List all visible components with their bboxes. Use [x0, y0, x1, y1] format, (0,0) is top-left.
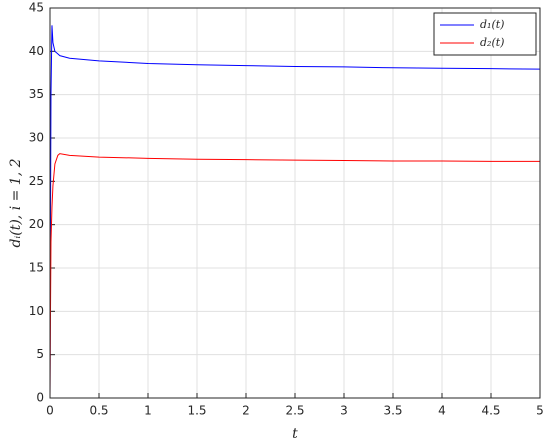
series-line	[49, 153, 540, 399]
x-tick-label: 0.5	[89, 404, 108, 418]
series-line	[49, 25, 541, 399]
y-tick-label: 20	[29, 217, 44, 231]
x-axis-label: t	[292, 426, 298, 442]
y-axis-label: dᵢ(t), i = 1, 2	[8, 158, 24, 247]
y-tick-label: 25	[29, 174, 44, 188]
y-tick-label: 10	[29, 304, 44, 318]
axes-box	[49, 7, 541, 399]
legend-label: d₁(t)	[480, 18, 504, 31]
y-tick-label: 40	[29, 44, 44, 58]
y-tick-label: 45	[29, 1, 44, 15]
x-tick-label: 0	[46, 404, 54, 418]
y-tick-label: 30	[29, 131, 44, 145]
legend-label: d₂(t)	[480, 36, 504, 49]
x-tick-label: 4	[438, 404, 446, 418]
y-tick-label: 35	[29, 87, 44, 101]
x-tick-label: 4.5	[481, 404, 500, 418]
x-tick-label: 1	[144, 404, 152, 418]
y-tick-label: 15	[29, 261, 44, 275]
x-tick-label: 5	[536, 404, 544, 418]
x-tick-label: 3	[340, 404, 348, 418]
x-tick-label: 1.5	[187, 404, 206, 418]
legend-box	[433, 12, 537, 56]
x-tick-label: 3.5	[383, 404, 402, 418]
y-tick-label: 0	[36, 391, 44, 405]
y-tick-label: 5	[36, 347, 44, 361]
x-tick-label: 2	[242, 404, 250, 418]
x-tick-label: 2.5	[285, 404, 304, 418]
